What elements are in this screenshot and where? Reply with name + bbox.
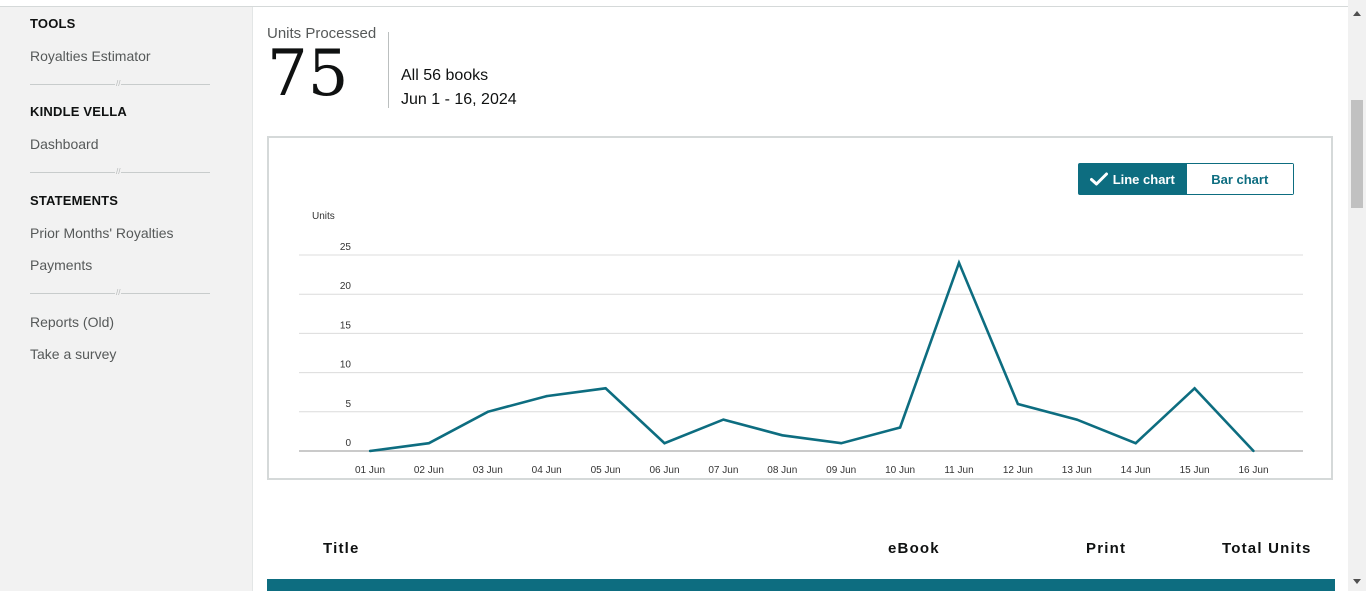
x-tick-label: 11 Jun bbox=[944, 465, 973, 476]
sidebar-heading-kindle-vella: KINDLE VELLA bbox=[30, 104, 128, 119]
x-tick-label: 07 Jun bbox=[708, 465, 738, 476]
sidebar-heading-statements: STATEMENTS bbox=[30, 193, 119, 208]
data-point bbox=[545, 394, 548, 398]
bar-chart-button[interactable]: Bar chart bbox=[1185, 164, 1293, 194]
x-tick-label: 14 Jun bbox=[1121, 465, 1151, 476]
units-processed-value: 75 bbox=[267, 37, 349, 111]
date-range-summary: Jun 1 - 16, 2024 bbox=[401, 91, 517, 108]
column-header-total-units[interactable]: Total Units bbox=[1222, 540, 1312, 557]
data-point bbox=[368, 449, 372, 453]
data-point bbox=[1134, 441, 1137, 445]
sidebar-link-payments[interactable]: Payments bbox=[30, 257, 93, 273]
table-header: Title eBook Print Total Units bbox=[267, 540, 1335, 564]
column-header-print[interactable]: Print bbox=[1086, 540, 1127, 557]
x-tick-label: 01 Jun bbox=[355, 465, 385, 476]
x-tick-label: 10 Jun bbox=[885, 465, 915, 476]
units-processed-label: Units Processed bbox=[267, 25, 377, 42]
main-content: Units Processed 75 All 56 books Jun 1 - … bbox=[253, 7, 1348, 591]
data-point bbox=[957, 261, 961, 265]
data-point bbox=[604, 387, 607, 390]
y-tick-label: 10 bbox=[340, 360, 352, 371]
x-tick-label: 02 Jun bbox=[414, 465, 444, 476]
x-tick-label: 06 Jun bbox=[649, 465, 679, 476]
y-axis-label: Units bbox=[312, 211, 335, 222]
x-tick-label: 12 Jun bbox=[1003, 465, 1033, 476]
data-point bbox=[1193, 387, 1196, 390]
column-header-title[interactable]: Title bbox=[323, 540, 360, 557]
units-line-chart: Units 0 5 10 15 20 25 01 Jun 02 Jun 03 Jun 04 Jun 0… bbox=[299, 211, 1303, 476]
bar-chart-label: Bar chart bbox=[1211, 171, 1269, 187]
sidebar-link-take-a-survey[interactable]: Take a survey bbox=[30, 346, 117, 362]
data-point bbox=[840, 441, 843, 445]
x-tick-label: 13 Jun bbox=[1062, 465, 1092, 476]
y-tick-label: 20 bbox=[340, 281, 352, 292]
data-point bbox=[1252, 449, 1255, 453]
x-tick-label: 04 Jun bbox=[532, 465, 562, 476]
y-tick-label: 0 bbox=[345, 438, 351, 449]
table-header-bar bbox=[267, 579, 1335, 591]
data-point bbox=[781, 434, 784, 437]
y-tick-label: 15 bbox=[340, 320, 352, 331]
data-point bbox=[486, 410, 489, 413]
checkmark-icon bbox=[1089, 172, 1108, 186]
sidebar-divider bbox=[30, 287, 210, 299]
sidebar-heading-tools: TOOLS bbox=[30, 16, 76, 31]
data-point bbox=[722, 418, 725, 421]
data-point bbox=[663, 441, 666, 445]
data-point bbox=[1075, 418, 1078, 421]
line-chart-button[interactable]: Line chart bbox=[1079, 164, 1186, 194]
data-point bbox=[898, 426, 902, 429]
sidebar-nav: TOOLS Royalties Estimator KINDLE VELLA D… bbox=[0, 7, 253, 591]
column-header-ebook[interactable]: eBook bbox=[888, 540, 940, 557]
x-tick-label: 08 Jun bbox=[767, 465, 797, 476]
series-line bbox=[369, 259, 1255, 453]
data-point bbox=[427, 441, 431, 445]
x-tick-label: 05 Jun bbox=[591, 465, 621, 476]
sidebar-divider bbox=[30, 166, 210, 178]
x-tick-label: 09 Jun bbox=[826, 465, 856, 476]
sidebar-link-reports-old[interactable]: Reports (Old) bbox=[30, 314, 115, 330]
data-point bbox=[1016, 402, 1020, 406]
chart-card: Units 0 5 10 15 20 25 01 Jun 02 Jun 03 Jun 04 Jun 0… bbox=[267, 136, 1333, 480]
sidebar-divider bbox=[30, 78, 210, 90]
chart-type-toggle: Line chart Bar chart bbox=[1078, 163, 1294, 195]
sidebar-link-dashboard[interactable]: Dashboard bbox=[30, 136, 99, 152]
line-chart-label: Line chart bbox=[1112, 171, 1175, 187]
books-filter-summary: All 56 books bbox=[401, 67, 489, 84]
x-tick-label: 16 Jun bbox=[1238, 465, 1268, 476]
sidebar-link-royalties-estimator[interactable]: Royalties Estimator bbox=[30, 48, 151, 64]
sidebar-link-prior-months-royalties[interactable]: Prior Months' Royalties bbox=[30, 225, 174, 241]
scrollbar-thumb[interactable] bbox=[1351, 100, 1363, 208]
page-scrollbar[interactable] bbox=[1348, 0, 1366, 591]
x-tick-label: 03 Jun bbox=[473, 465, 503, 476]
scroll-down-arrow-icon[interactable] bbox=[1353, 579, 1361, 584]
summary-separator bbox=[388, 32, 389, 108]
x-tick-label: 15 Jun bbox=[1180, 465, 1210, 476]
top-border bbox=[0, 6, 1348, 7]
scroll-up-arrow-icon[interactable] bbox=[1353, 11, 1361, 16]
y-tick-label: 25 bbox=[340, 242, 352, 253]
y-tick-label: 5 bbox=[345, 399, 351, 410]
